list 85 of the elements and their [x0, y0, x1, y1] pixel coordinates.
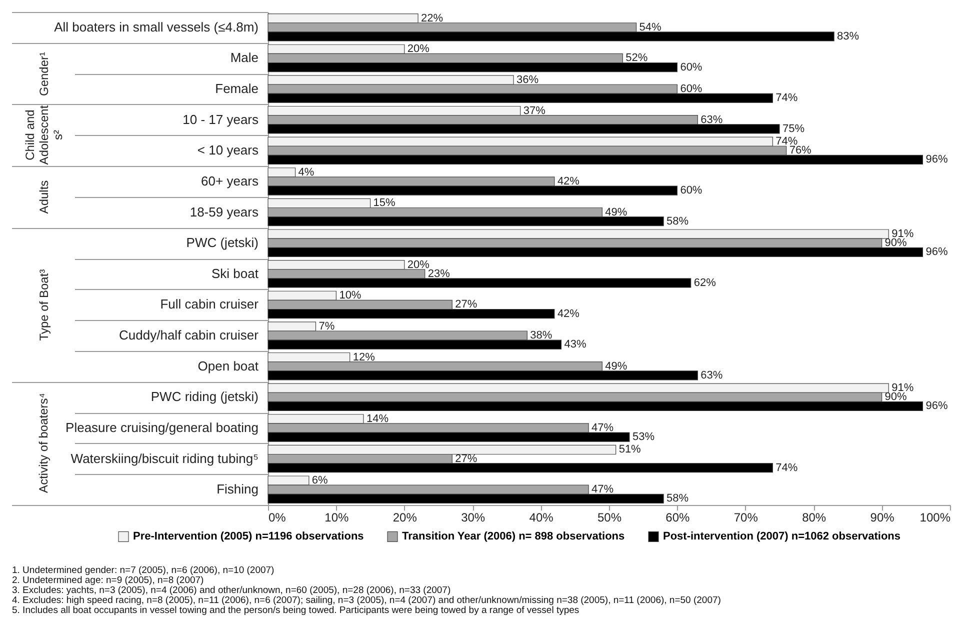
data-label: 96% — [926, 400, 948, 412]
data-label: 96% — [926, 154, 948, 166]
legend-label: Pre-Intervention (2005) n=1196 observations — [133, 530, 364, 543]
x-tick-label: 50% — [597, 510, 622, 524]
data-label: 60% — [680, 83, 702, 96]
x-tick-label: 60% — [666, 510, 690, 524]
data-label: 42% — [557, 308, 580, 320]
y-tick-label: < 10 years — [197, 142, 259, 158]
y-tick-label: PWC (jetski) — [186, 235, 258, 250]
data-label: 76% — [789, 144, 812, 157]
y-tick-label: Fishing — [216, 482, 258, 497]
y-tick-label: Male — [230, 50, 258, 66]
y-tick-label: PWC riding (jetski) — [150, 389, 258, 404]
data-label: 23% — [428, 268, 450, 280]
data-label: 47% — [592, 484, 614, 496]
data-label: 74% — [776, 92, 798, 104]
y-tick-label: Pleasure cruising/general boating — [66, 420, 258, 435]
text: Type of Boat³ — [37, 268, 51, 342]
x-tick-label: 70% — [734, 510, 758, 524]
data-label: 43% — [564, 338, 586, 351]
y-tick-label: Cuddy/half cabin cruiser — [119, 328, 260, 343]
data-label: 60% — [680, 184, 702, 197]
data-label: 52% — [626, 52, 648, 64]
y-tick-label: 10 - 17 years — [182, 112, 259, 127]
text: 3. Excludes: yachts, n=3 (2005), n=4 (2006) and other/unknown, n=60 (2005), n=28 (2006), n=33 (2007) — [12, 585, 452, 596]
data-label: 83% — [837, 30, 860, 42]
data-label: 74% — [776, 462, 798, 474]
data-label: 49% — [605, 206, 628, 218]
data-label: 75% — [782, 122, 805, 135]
text: Adults — [37, 179, 51, 216]
data-label: 47% — [592, 422, 614, 434]
y-tick-label: 18-59 years — [190, 204, 259, 220]
x-tick-label: 40% — [529, 510, 554, 524]
text: Gender¹ — [37, 50, 51, 98]
data-label: 20% — [407, 258, 430, 271]
data-label: 38% — [530, 330, 552, 342]
legend-label: Post-intervention (2007) n=1062 observations — [663, 530, 900, 543]
data-label: 20% — [407, 43, 430, 56]
text: 1. Undetermined gender: n=7 (2005), n=6 (2006), n=10 (2007) — [12, 565, 276, 576]
data-label: 6% — [312, 474, 328, 487]
y-tick-label: Waterskiing/biscuit riding tubing⁵ — [70, 450, 258, 466]
data-label: 90% — [884, 237, 908, 250]
x-tick-label: 80% — [802, 510, 826, 524]
data-label: 96% — [926, 246, 948, 258]
data-label: 14% — [366, 412, 389, 425]
data-label: 7% — [318, 320, 335, 332]
data-label: 53% — [632, 431, 655, 444]
data-label: 62% — [694, 276, 716, 289]
x-tick-label: 0% — [268, 510, 286, 524]
x-tick-label: 100% — [920, 510, 951, 524]
data-label: 63% — [700, 369, 723, 382]
y-tick-label: Full cabin cruiser — [160, 296, 260, 312]
legend-label: Transition Year (2006) n= 898 observations — [402, 530, 625, 543]
data-label: 63% — [700, 114, 723, 126]
data-label: 36% — [516, 74, 539, 86]
data-label: 27% — [455, 452, 478, 465]
data-label: 4% — [298, 166, 314, 178]
data-label: 15% — [373, 197, 396, 210]
y-tick-label: Ski boat — [212, 266, 259, 281]
x-tick-label: 20% — [392, 510, 418, 524]
text: 2. Undetermined age: n=9 (2005), n=8 (2007) — [12, 575, 205, 586]
data-label: 90% — [884, 391, 908, 404]
data-label: 37% — [523, 104, 546, 117]
data-label: 60% — [680, 61, 702, 74]
data-label: 27% — [455, 298, 478, 311]
text: 5. Includes all boat occupants in vessel towing and the person/s being towed. Participants were being towed by a range of vessel types — [12, 605, 580, 616]
data-label: 22% — [421, 12, 444, 24]
y-tick-label: All boaters in small vessels (≤4.8m) — [54, 19, 258, 34]
text: Child and Adolescent s² — [23, 104, 65, 166]
data-label: 58% — [666, 492, 689, 505]
y-tick-label: Open boat — [198, 358, 259, 374]
data-label: 58% — [666, 215, 689, 228]
y-tick-label: Female — [215, 81, 258, 96]
x-tick-label: 10% — [324, 510, 350, 524]
data-label: 54% — [639, 21, 662, 34]
data-label: 51% — [618, 444, 642, 456]
y-tick-label: 60+ years — [201, 173, 259, 188]
data-label: 12% — [352, 351, 376, 364]
text: 4. Excludes: high speed racing, n=8 (2005), n=11 (2006), n=6 (2007); sailing, n=3 (2005), n=4 (2007) and other/unknown/missing n=38 (2005), n=11 (2006), n=50 (2007) — [12, 595, 721, 606]
data-label: 10% — [339, 290, 362, 302]
data-label: 49% — [605, 360, 628, 372]
text: Activity of boaters⁴ — [37, 392, 51, 496]
x-tick-label: 90% — [870, 510, 895, 524]
x-tick-label: 30% — [461, 510, 486, 524]
data-label: 42% — [557, 175, 580, 188]
